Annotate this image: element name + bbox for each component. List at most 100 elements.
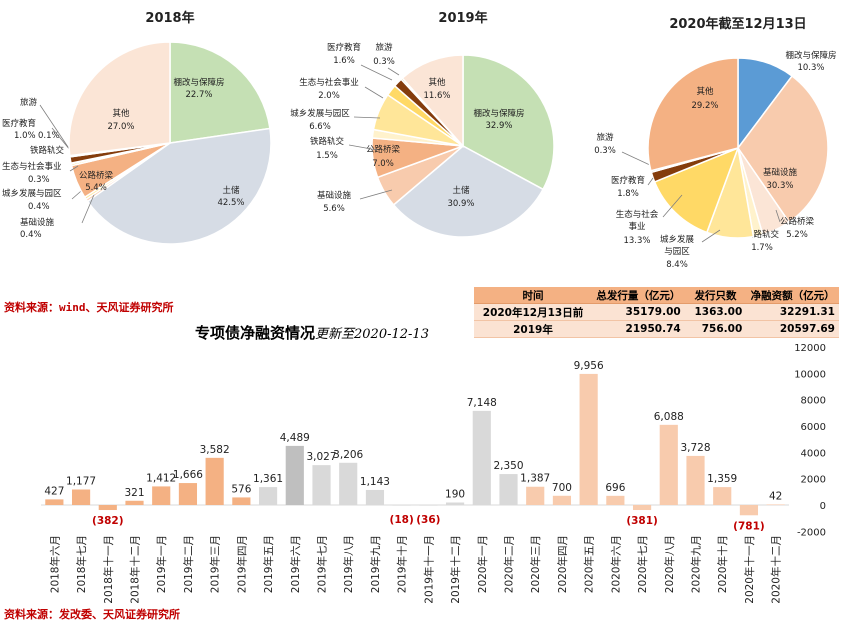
table-header-total: 总发行量（亿元） — [592, 287, 685, 304]
pie-slice-name: 公路桥梁 — [79, 170, 114, 181]
pie-slice — [653, 146, 740, 234]
bar — [739, 505, 759, 516]
pie-slice-value: 0.3% — [373, 57, 395, 67]
x-tick-label: 2020年七月 — [636, 535, 649, 593]
pie-slice-name: 公路桥梁 — [780, 216, 815, 227]
bar-value-label: 427 — [44, 485, 64, 497]
pie-slice — [86, 127, 272, 245]
pie-slice — [392, 145, 545, 238]
pie-slice-value: 0.3% — [28, 175, 50, 185]
pie-slice-value: 1.8% — [617, 189, 639, 199]
pie-slice-name: 其他 — [696, 86, 714, 97]
bar — [445, 502, 465, 505]
bar-value-label: 1,143 — [360, 476, 390, 488]
bar — [339, 462, 358, 505]
pie-slice-name: 医疗教育 — [611, 175, 645, 186]
source-note-bottom: 资料来源：发改委、天风证券研究所 — [4, 608, 180, 621]
bar-value-label: 42 — [769, 490, 782, 502]
bar-value-label: 1,387 — [520, 473, 550, 485]
pie-title: 2019年 — [438, 10, 487, 26]
pie-title: 2018年 — [145, 10, 194, 26]
pie-slice-value: 30.3% — [766, 181, 793, 191]
bar — [766, 504, 785, 506]
x-tick-label: 2018年十二月 — [129, 535, 142, 604]
pie-slice-value: 1.6% — [333, 56, 355, 66]
bar — [232, 497, 251, 505]
bar-value-label: 3,582 — [200, 444, 230, 456]
table-header-net: 净融资额（亿元） — [746, 287, 839, 304]
pie-leader-line — [364, 86, 384, 99]
x-tick-label: 2020年六月 — [609, 535, 622, 593]
pie-title: 2020年截至12月13日 — [669, 16, 806, 32]
pie-leader-line — [360, 64, 393, 81]
bar-value-label: 2,350 — [493, 460, 523, 472]
table-row: 2020年12月13日前 35179.00 1363.00 32291.31 — [474, 303, 839, 321]
pie-slice — [401, 54, 464, 148]
table-cell: 2019年 — [474, 320, 592, 338]
bar — [552, 495, 572, 505]
pie-leader-line — [353, 116, 381, 119]
bar-chart-title-update: 更新至2020-12-13 — [315, 327, 429, 342]
x-tick-label: 2018年七月 — [75, 535, 88, 593]
bar-chart-title: 专项债净融资情况更新至2020-12-13 — [195, 322, 429, 343]
pie-slice-name: 生态与社会 — [616, 209, 659, 220]
pie-leader-line — [39, 104, 71, 151]
pie-leader-line — [81, 189, 97, 224]
pie-slice-name: 城乡发展与园区 — [290, 108, 350, 119]
x-tick-label: 2019年二月 — [182, 535, 195, 593]
pie-slice-value: 2.0% — [318, 91, 340, 101]
pie-slice-name: 铁路轨交 — [745, 229, 780, 240]
pie-slice-name: 旅游 — [596, 132, 614, 143]
pie-slice-name: 旅游 — [20, 97, 38, 108]
bar — [258, 487, 278, 505]
bar — [285, 445, 304, 505]
x-tick-label: 2020年三月 — [529, 535, 542, 593]
pie-slice-value: 11.6% — [423, 91, 450, 101]
bar-value-label: 1,666 — [173, 469, 203, 481]
table-header-time: 时间 — [474, 287, 592, 304]
x-tick-label: 2019年六月 — [289, 535, 302, 593]
bar — [392, 505, 411, 506]
table-cell: 756.00 — [684, 320, 747, 338]
x-tick-label: 2019年八月 — [342, 535, 355, 593]
bar-value-label: 1,359 — [707, 473, 737, 485]
bar — [579, 373, 598, 505]
pie-slice-name: 其他 — [112, 108, 130, 119]
bar — [472, 410, 491, 505]
pie-leader-line — [775, 209, 781, 223]
pie-slice-value: 22.7% — [185, 90, 212, 100]
bar-value-label: 7,148 — [467, 397, 497, 409]
bar-value-label: 1,412 — [146, 472, 176, 484]
pie-slice-name: 棚改与保障房 — [173, 77, 224, 88]
bar — [98, 505, 117, 511]
y-tick-label: 2000 — [801, 475, 826, 486]
x-tick-label: 2020年十二月 — [770, 535, 783, 604]
pie-leader-line — [69, 165, 79, 172]
table-cell: 21950.74 — [592, 320, 685, 338]
x-tick-label: 2020年九月 — [690, 535, 703, 593]
x-tick-label: 2019年十月 — [396, 535, 409, 593]
pie-slice-value: 0.3% — [594, 146, 616, 156]
pie-slice-name: 棚改与保障房 — [473, 108, 524, 119]
bar — [152, 486, 171, 505]
bar-value-label: (36) — [416, 514, 440, 526]
pie-slice-name: 土储 — [222, 185, 240, 196]
x-tick-label: 2020年二月 — [503, 535, 516, 593]
y-tick-label: 8000 — [801, 396, 826, 407]
pie-leader-line — [387, 67, 400, 76]
pie-slice-name: 其他 — [428, 77, 446, 88]
table-cell: 20597.69 — [746, 320, 839, 338]
pie-slice-value: 5.4% — [85, 183, 107, 193]
x-tick-label: 2019年一月 — [155, 535, 168, 593]
bar-value-label: 3,027 — [306, 451, 336, 463]
pie-slice-name: 铁路轨交 — [310, 136, 345, 147]
y-tick-label: 4000 — [801, 448, 826, 459]
pie-slice-value: 42.5% — [217, 198, 244, 208]
bar — [499, 474, 518, 505]
pie-slice-name: 铁路轨交 — [30, 145, 65, 156]
x-tick-label: 2019年十一月 — [422, 535, 435, 604]
pie-leader-line — [662, 194, 683, 218]
